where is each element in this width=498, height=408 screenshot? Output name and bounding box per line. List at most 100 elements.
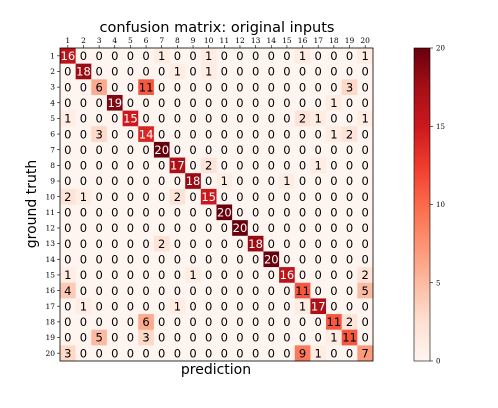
cell-value-label: 15: [201, 190, 216, 204]
heatmap-cell: [75, 220, 92, 237]
heatmap-cell: [216, 126, 233, 143]
cell-value-label: 1: [64, 112, 71, 126]
cell-value-label: 0: [236, 206, 243, 220]
cell-value-label: 0: [142, 268, 149, 282]
heatmap-cell: [122, 173, 139, 190]
cell-value-label: 0: [283, 65, 290, 79]
cell-value-label: 0: [330, 80, 337, 94]
heatmap-cell: [263, 157, 280, 174]
cell-value-label: 0: [189, 49, 196, 63]
heatmap-cell: [91, 188, 108, 205]
heatmap-cell: [138, 235, 155, 252]
heatmap-cell: [326, 110, 343, 127]
heatmap-cell: [122, 220, 139, 237]
x-axis-label: prediction: [181, 362, 251, 378]
heatmap-cell: [341, 267, 358, 284]
cell-value-label: 0: [268, 112, 275, 126]
heatmap-cell: [91, 204, 108, 221]
cell-value-label: 0: [252, 252, 259, 266]
heatmap-cell: [247, 141, 264, 158]
cell-value-label: 0: [315, 221, 322, 235]
cell-value-label: 18: [248, 237, 263, 251]
heatmap-cell: [60, 126, 77, 143]
cell-value-label: 0: [362, 159, 369, 173]
cell-value-label: 0: [221, 96, 228, 110]
heatmap-cell: [185, 345, 202, 362]
cell-value-label: 0: [268, 127, 275, 141]
cell-value-label: 2: [299, 112, 306, 126]
heatmap-cell: [91, 94, 108, 111]
cell-value-label: 0: [330, 346, 337, 360]
cell-value-label: 0: [64, 96, 71, 110]
cell-value-label: 17: [170, 159, 185, 173]
cell-value-label: 15: [123, 112, 138, 126]
heatmap-cell: [232, 251, 249, 268]
cell-value-label: 0: [189, 346, 196, 360]
heatmap-cell: [326, 79, 343, 96]
cell-value-label: 0: [236, 174, 243, 188]
cell-value-label: 0: [283, 237, 290, 251]
cell-value-label: 0: [268, 331, 275, 345]
cell-value-label: 0: [315, 127, 322, 141]
cell-value-label: 0: [252, 112, 259, 126]
heatmap-cell: [326, 235, 343, 252]
heatmap-cell: [357, 126, 374, 143]
heatmap-cell: [247, 188, 264, 205]
heatmap-cell: [341, 126, 358, 143]
heatmap-cell: [263, 298, 280, 315]
heatmap-cell: [279, 173, 296, 190]
cell-value-label: 0: [111, 315, 118, 329]
cell-value-label: 20: [233, 221, 248, 235]
heatmap-cell: [75, 345, 92, 362]
heatmap-cell: [341, 79, 358, 96]
cell-value-label: 0: [299, 159, 306, 173]
heatmap-cell: [153, 235, 170, 252]
cell-value-label: 0: [346, 143, 353, 157]
heatmap-cell: [247, 173, 264, 190]
heatmap-cell: [279, 94, 296, 111]
heatmap-cell: [75, 329, 92, 346]
heatmap-cell: [60, 298, 77, 315]
cell-value-label: 0: [283, 346, 290, 360]
cell-value-label: 0: [64, 252, 71, 266]
heatmap-cell: [357, 94, 374, 111]
heatmap-cell: [60, 173, 77, 190]
heatmap-cell: [153, 126, 170, 143]
cell-value-label: 0: [127, 127, 134, 141]
heatmap-cell: [169, 329, 186, 346]
heatmap-cell: [169, 204, 186, 221]
heatmap-cell: [91, 314, 108, 331]
heatmap-cell: [310, 63, 327, 80]
cell-value-label: 0: [174, 174, 181, 188]
cell-value-label: 0: [111, 299, 118, 313]
cell-value-label: 0: [127, 284, 134, 298]
heatmap-cell: [263, 282, 280, 299]
heatmap-cell: [106, 314, 123, 331]
cell-value-label: 0: [64, 127, 71, 141]
cell-value-label: 0: [330, 190, 337, 204]
heatmap-cell: [106, 126, 123, 143]
cell-value-label: 0: [283, 315, 290, 329]
heatmap-cell: [138, 141, 155, 158]
cell-value-label: 0: [221, 65, 228, 79]
cell-value-label: 0: [80, 159, 87, 173]
y-tick-label: 20: [45, 349, 55, 358]
heatmap-cell: [247, 157, 264, 174]
heatmap-cell: [185, 282, 202, 299]
cell-value-label: 0: [64, 299, 71, 313]
cell-value-label: 0: [80, 237, 87, 251]
cell-value-label: 0: [283, 299, 290, 313]
heatmap-cell: [294, 157, 311, 174]
heatmap-cell: [216, 141, 233, 158]
heatmap-cell: [232, 79, 249, 96]
heatmap-cell: [169, 79, 186, 96]
cell-value-label: 0: [236, 143, 243, 157]
heatmap-cell: [60, 63, 77, 80]
heatmap-cell: [247, 267, 264, 284]
cell-value-label: 0: [174, 49, 181, 63]
cell-value-label: 0: [315, 190, 322, 204]
heatmap-cell: [232, 157, 249, 174]
x-tick-label: 5: [128, 36, 133, 45]
cell-value-label: 0: [158, 252, 165, 266]
